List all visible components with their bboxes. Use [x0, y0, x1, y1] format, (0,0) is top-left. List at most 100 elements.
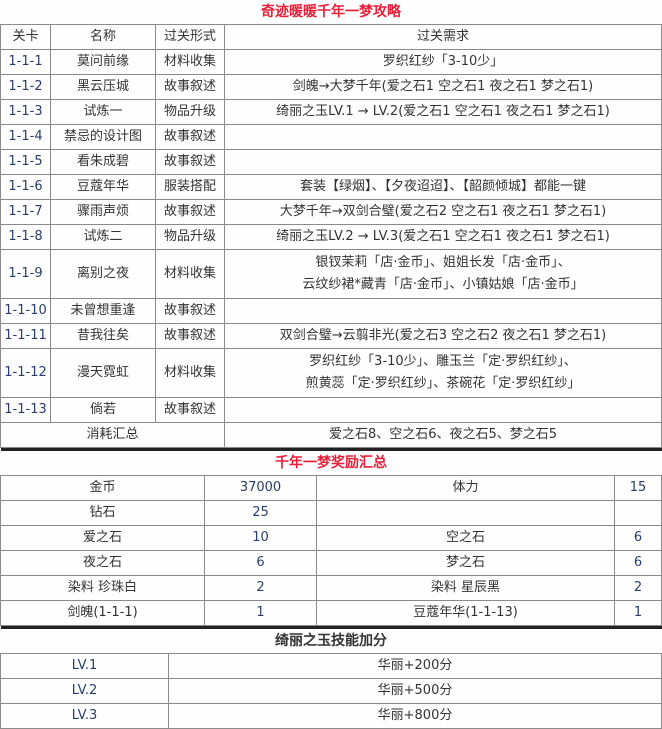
stage-requirement — [224, 124, 662, 150]
header-type: 过关形式 — [155, 24, 225, 50]
stage-type: 材料收集 — [155, 348, 225, 398]
reward-amount: 6 — [614, 525, 662, 551]
stage-type: 故事叙述 — [155, 199, 225, 225]
reward-row: 爱之石 10 空之石 6 — [0, 525, 662, 551]
skill-title: 绮丽之玉技能加分 — [0, 627, 662, 654]
stage-name: 离别之夜 — [50, 249, 156, 299]
stage-type: 物品升级 — [155, 224, 225, 250]
header-requirement: 过关需求 — [224, 24, 662, 50]
reward-amount: 2 — [204, 575, 317, 601]
stage-level: 1-1-11 — [0, 323, 51, 349]
reward-amount: 15 — [614, 475, 662, 501]
summary-row: 消耗汇总 爱之石8、空之石6、夜之石5、梦之石5 — [0, 422, 662, 448]
reward-amount — [614, 500, 662, 526]
stage-name: 试炼二 — [50, 224, 156, 250]
stage-row: 1-1-9 离别之夜 材料收集 银钗茉莉「店·金币」、姐姐长发「店·金币」、 云纹纱裙*… — [0, 249, 662, 299]
reward-item: 金币 — [0, 475, 205, 501]
stage-requirement — [224, 397, 662, 423]
stage-row: 1-1-6 豆蔻年华 服装搭配 套装【绿烟】、【夕夜迢迢】、【韶颜倾城】都能一键 — [0, 174, 662, 200]
skill-row: LV.2 华丽+500分 — [0, 678, 662, 704]
reward-item: 空之石 — [316, 525, 615, 551]
reward-amount: 6 — [204, 550, 317, 576]
stage-type: 物品升级 — [155, 99, 225, 125]
stage-level: 1-1-2 — [0, 74, 51, 100]
requirement-line: 罗织红纱「3-10少」、雕玉兰「定·罗织红纱」、 — [309, 354, 577, 369]
rewards-title: 千年一梦奖励汇总 — [0, 449, 662, 476]
skill-row: LV.1 华丽+200分 — [0, 653, 662, 679]
skill-bonus: 华丽+500分 — [168, 678, 662, 704]
reward-row: 染料 珍珠白 2 染料 星辰黑 2 — [0, 575, 662, 601]
stage-requirement — [224, 149, 662, 175]
stage-type: 故事叙述 — [155, 74, 225, 100]
stage-requirement: 罗织红纱「3-10少」、雕玉兰「定·罗织红纱」、 煎黄蕊「定·罗织红纱」、茶碗花「… — [224, 348, 662, 398]
stage-row: 1-1-2 黑云压城 故事叙述 剑魄→大梦千年(爱之石1 空之石1 夜之石1 梦之石1… — [0, 74, 662, 100]
stage-name: 黑云压城 — [50, 74, 156, 100]
stage-name: 漫天霓虹 — [50, 348, 156, 398]
reward-item: 豆蔻年华(1-1-13) — [316, 600, 615, 626]
skill-table: 绮丽之玉技能加分 LV.1 华丽+200分 LV.2 华丽+500分 LV.3 华丽+80… — [0, 626, 662, 729]
stage-requirement: 剑魄→大梦千年(爱之石1 空之石1 夜之石1 梦之石1) — [224, 74, 662, 100]
stage-level: 1-1-12 — [0, 348, 51, 398]
stage-type: 故事叙述 — [155, 124, 225, 150]
reward-item: 梦之石 — [316, 550, 615, 576]
stage-level: 1-1-4 — [0, 124, 51, 150]
stage-level: 1-1-7 — [0, 199, 51, 225]
stage-row: 1-1-3 试炼一 物品升级 绮丽之玉LV.1 → LV.2(爱之石1 空之石1 夜之… — [0, 99, 662, 125]
stage-level: 1-1-10 — [0, 298, 51, 324]
reward-item: 爱之石 — [0, 525, 205, 551]
stage-name: 禁忌的设计图 — [50, 124, 156, 150]
stage-row: 1-1-8 试炼二 物品升级 绮丽之玉LV.2 → LV.3(爱之石1 空之石1 夜之… — [0, 224, 662, 250]
stage-row: 1-1-5 看朱成碧 故事叙述 — [0, 149, 662, 175]
requirement-line: 绮丽之玉LV.2 → LV.3(爱之石1 空之石1 夜之石1 梦之石1) — [276, 229, 610, 244]
requirement-line: 银钗茉莉「店·金币」、姐姐长发「店·金币」、 — [315, 255, 571, 270]
reward-item: 剑魄(1-1-1) — [0, 600, 205, 626]
stage-type: 故事叙述 — [155, 397, 225, 423]
stage-row: 1-1-10 未曾想重逢 故事叙述 — [0, 298, 662, 324]
stage-type: 故事叙述 — [155, 298, 225, 324]
reward-row: 夜之石 6 梦之石 6 — [0, 550, 662, 576]
stage-row: 1-1-4 禁忌的设计图 故事叙述 — [0, 124, 662, 150]
requirement-line: 双剑合璧→云翦非光(爱之石3 空之石2 夜之石1 梦之石1) — [279, 328, 607, 343]
stage-requirement: 罗织红纱「3-10少」 — [224, 49, 662, 75]
skill-level: LV.3 — [0, 703, 169, 729]
skill-bonus: 华丽+200分 — [168, 653, 662, 679]
summary-value: 爱之石8、空之石6、夜之石5、梦之石5 — [224, 422, 662, 448]
reward-item: 染料 珍珠白 — [0, 575, 205, 601]
guide-table: 奇迹暖暖千年一梦攻略 关卡 名称 过关形式 过关需求 1-1-1 莫问前缘 材料收集… — [0, 0, 662, 448]
header-row: 关卡 名称 过关形式 过关需求 — [0, 24, 662, 50]
reward-amount: 1 — [204, 600, 317, 626]
stage-level: 1-1-3 — [0, 99, 51, 125]
stage-name: 骤雨声烦 — [50, 199, 156, 225]
skill-row: LV.3 华丽+800分 — [0, 703, 662, 729]
requirement-line: 绮丽之玉LV.1 → LV.2(爱之石1 空之石1 夜之石1 梦之石1) — [276, 104, 610, 119]
reward-row: 剑魄(1-1-1) 1 豆蔻年华(1-1-13) 1 — [0, 600, 662, 626]
reward-row: 金币 37000 体力 15 — [0, 475, 662, 501]
stage-level: 1-1-5 — [0, 149, 51, 175]
stage-level: 1-1-1 — [0, 49, 51, 75]
stage-type: 材料收集 — [155, 49, 225, 75]
requirement-line: 煎黄蕊「定·罗织红纱」、茶碗花「定·罗织红纱」 — [305, 376, 581, 391]
stage-requirement: 绮丽之玉LV.1 → LV.2(爱之石1 空之石1 夜之石1 梦之石1) — [224, 99, 662, 125]
skill-level: LV.1 — [0, 653, 169, 679]
reward-amount: 25 — [204, 500, 317, 526]
requirement-line: 罗织红纱「3-10少」 — [382, 54, 504, 69]
stage-level: 1-1-6 — [0, 174, 51, 200]
reward-item: 体力 — [316, 475, 615, 501]
stage-requirement: 大梦千年→双剑合璧(爱之石2 空之石1 夜之石1 梦之石1) — [224, 199, 662, 225]
requirement-line: 大梦千年→双剑合璧(爱之石2 空之石1 夜之石1 梦之石1) — [279, 204, 607, 219]
header-name: 名称 — [50, 24, 156, 50]
reward-item: 钻石 — [0, 500, 205, 526]
reward-amount: 1 — [614, 600, 662, 626]
reward-amount: 6 — [614, 550, 662, 576]
skill-bonus: 华丽+800分 — [168, 703, 662, 729]
reward-item: 染料 星辰黑 — [316, 575, 615, 601]
requirement-line: 剑魄→大梦千年(爱之石1 空之石1 夜之石1 梦之石1) — [292, 79, 594, 94]
requirement-line: 套装【绿烟】、【夕夜迢迢】、【韶颜倾城】都能一键 — [299, 179, 586, 194]
reward-item: 夜之石 — [0, 550, 205, 576]
stage-row: 1-1-12 漫天霓虹 材料收集 罗织红纱「3-10少」、雕玉兰「定·罗织红纱」、 煎黄… — [0, 348, 662, 398]
stage-requirement — [224, 298, 662, 324]
reward-item — [316, 500, 615, 526]
stage-requirement: 双剑合璧→云翦非光(爱之石3 空之石2 夜之石1 梦之石1) — [224, 323, 662, 349]
reward-amount: 2 — [614, 575, 662, 601]
stage-name: 试炼一 — [50, 99, 156, 125]
